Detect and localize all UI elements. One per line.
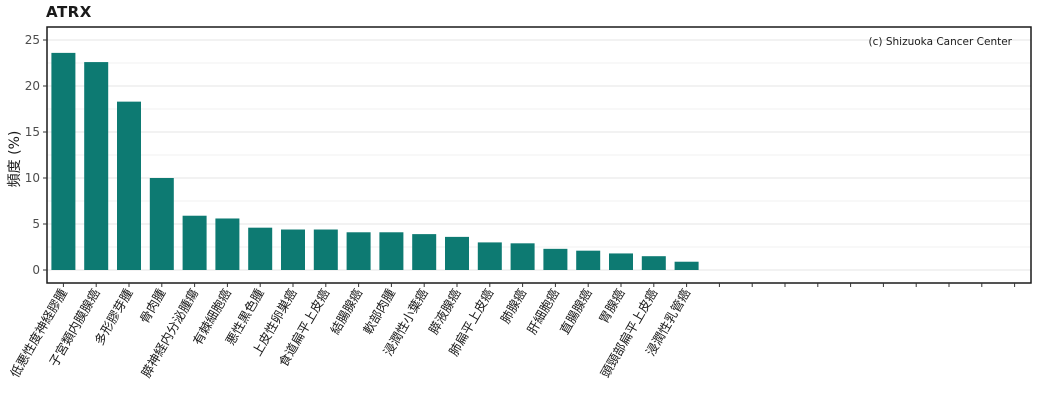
bar [543,248,568,270]
bar [117,101,141,270]
bar [248,227,273,270]
bar [379,232,404,270]
y-tick-label: 25 [25,33,40,47]
bar [346,232,371,270]
bar [510,243,535,270]
y-tick-label: 5 [32,217,40,231]
bar [281,229,305,270]
x-tick-label: 肺腺癌 [497,286,529,326]
bar [412,234,437,270]
x-tick-label: 胃腺癌 [596,286,628,326]
y-tick-label: 0 [32,263,40,277]
bar [84,62,109,270]
y-axis-label: 頻度 (%) [7,131,23,188]
bar [149,178,174,270]
y-tick-label: 15 [25,125,40,139]
bar [445,236,469,270]
x-tick-label: 直腸腺癌 [557,286,595,337]
plot-border [46,26,1032,284]
chart-title: ATRX [46,3,92,21]
bar [215,218,240,270]
copyright-annotation: (c) Shizuoka Cancer Center [869,36,1013,48]
bar [641,256,666,270]
y-tick-label: 20 [25,79,40,93]
x-tick-label: 骨肉腫 [137,286,169,326]
bar [576,250,601,270]
bar [182,215,207,270]
bar [51,52,76,270]
bar [609,253,633,270]
y-tick-label: 10 [25,171,40,185]
bar [477,242,502,270]
bar [313,229,338,270]
bar [674,261,699,270]
